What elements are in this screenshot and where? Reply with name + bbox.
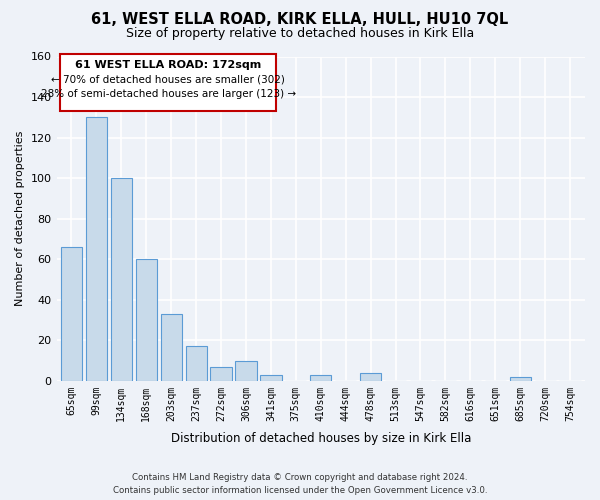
Bar xyxy=(211,366,232,381)
Bar xyxy=(310,374,331,381)
Text: 61, WEST ELLA ROAD, KIRK ELLA, HULL, HU10 7QL: 61, WEST ELLA ROAD, KIRK ELLA, HULL, HU1… xyxy=(91,12,509,28)
Text: ← 70% of detached houses are smaller (302): ← 70% of detached houses are smaller (30… xyxy=(51,74,285,85)
Text: Contains HM Land Registry data © Crown copyright and database right 2024.
Contai: Contains HM Land Registry data © Crown c… xyxy=(113,474,487,495)
Bar xyxy=(136,259,157,381)
Text: 28% of semi-detached houses are larger (123) →: 28% of semi-detached houses are larger (… xyxy=(41,89,296,99)
Bar xyxy=(509,376,531,381)
Y-axis label: Number of detached properties: Number of detached properties xyxy=(15,131,25,306)
Bar xyxy=(161,314,182,381)
Text: Size of property relative to detached houses in Kirk Ella: Size of property relative to detached ho… xyxy=(126,28,474,40)
Bar xyxy=(360,372,381,381)
Text: 61 WEST ELLA ROAD: 172sqm: 61 WEST ELLA ROAD: 172sqm xyxy=(75,60,261,70)
Bar xyxy=(260,374,281,381)
Bar xyxy=(86,118,107,381)
FancyBboxPatch shape xyxy=(60,54,276,111)
Bar xyxy=(111,178,132,381)
Bar xyxy=(235,360,257,381)
Bar xyxy=(61,247,82,381)
X-axis label: Distribution of detached houses by size in Kirk Ella: Distribution of detached houses by size … xyxy=(170,432,471,445)
Bar xyxy=(185,346,207,381)
